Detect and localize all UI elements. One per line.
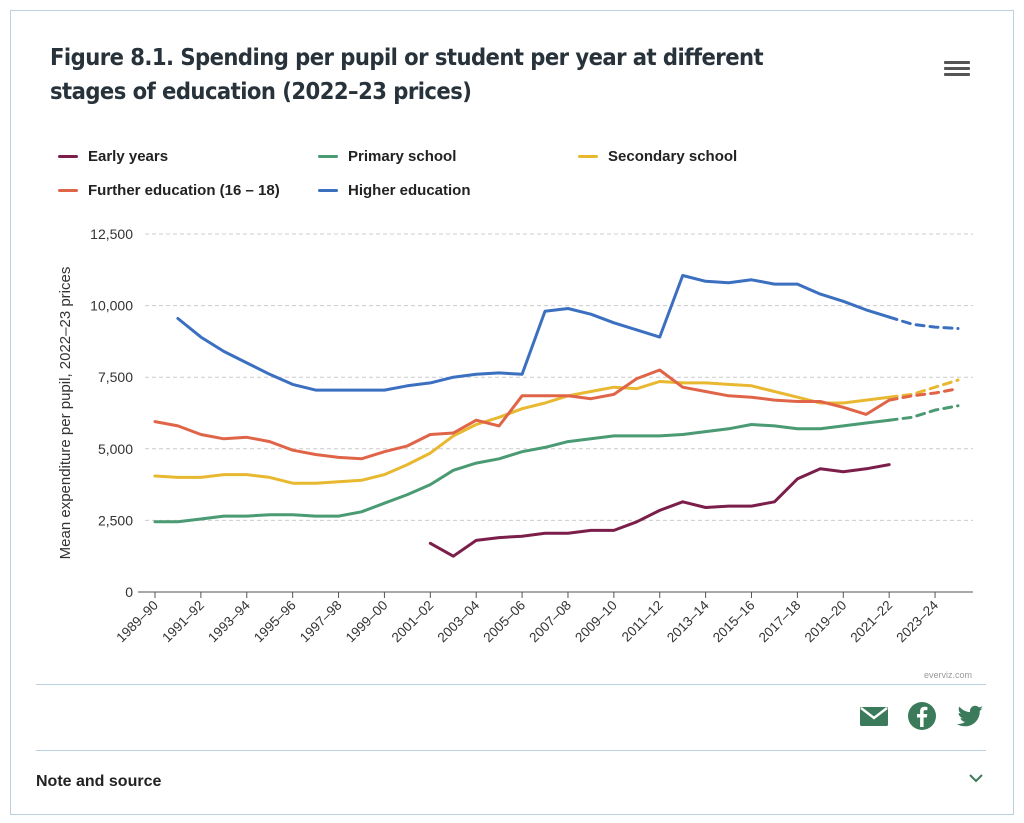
series-projection-higher-education (887, 315, 960, 330)
chart-credit: everviz.com (924, 670, 972, 680)
x-tick-label: 1997–98 (297, 598, 345, 646)
series-line-early-years (428, 463, 891, 558)
chart-legend: Early years Primary school Secondary sch… (48, 143, 828, 213)
figure-title: Figure 8.1. Spending per pupil or studen… (50, 45, 764, 105)
y-axis-label: Mean expenditure per pupil, 2022–23 pric… (57, 267, 74, 560)
x-tick-label: 1989–90 (113, 598, 161, 646)
y-tick-label: 7,500 (98, 369, 133, 385)
x-tick-label: 2021–22 (848, 598, 896, 646)
x-tick-label: 2003–04 (435, 597, 483, 645)
legend-item-primary-school[interactable]: Primary school (318, 148, 456, 165)
x-tick-label: 2015–16 (710, 598, 758, 646)
series-line-higher-education (176, 274, 891, 392)
x-tick-label: 2017–18 (756, 598, 804, 646)
y-tick-label: 12,500 (90, 226, 133, 242)
legend-item-early-years[interactable]: Early years (58, 148, 168, 165)
series-line-primary-school (153, 418, 891, 524)
note-and-source-toggle[interactable]: Note and source (36, 756, 986, 806)
series-projection-primary-school (887, 404, 960, 422)
note-and-source-label: Note and source (36, 773, 162, 790)
chevron-down-icon (969, 774, 983, 783)
y-tick-label: 5,000 (98, 441, 133, 457)
x-tick-label: 2023–24 (893, 597, 941, 645)
legend-swatch (578, 155, 598, 158)
legend-label: Primary school (348, 148, 457, 165)
legend-swatch (58, 155, 78, 158)
legend-item-secondary-school[interactable]: Secondary school (578, 148, 737, 165)
line-chart: 0 2,500 5,000 7,500 10,000 12,500 1989–901991–… (57, 226, 973, 680)
legend-label: Further education (16 – 18) (88, 182, 280, 199)
y-tick-label: 0 (125, 584, 133, 600)
x-tick-label: 1993–94 (205, 597, 253, 645)
twitter-icon[interactable] (954, 700, 986, 732)
series-projection-secondary-school (887, 378, 960, 399)
email-icon[interactable] (858, 700, 890, 732)
x-tick-label: 2019–20 (802, 598, 850, 646)
legend-label: Early years (88, 148, 169, 165)
legend-label: Secondary school (608, 148, 738, 165)
x-tick-label: 1999–00 (343, 598, 391, 646)
x-tick-label: 2005–06 (480, 598, 528, 646)
x-tick-label: 2009–10 (572, 598, 620, 646)
series-projection-further-education-16-18 (887, 387, 960, 402)
x-tick-label: 1991–92 (159, 598, 207, 646)
legend-swatch (318, 189, 338, 192)
y-tick-label: 2,500 (98, 512, 133, 528)
facebook-icon[interactable] (906, 700, 938, 732)
legend-swatch (58, 189, 78, 192)
legend-item-further-education[interactable]: Further education (16 – 18) (58, 182, 280, 199)
legend-swatch (318, 155, 338, 158)
x-tick-label: 2011–12 (619, 598, 666, 645)
series-line-secondary-school (153, 380, 891, 485)
x-tick-label: 2001–02 (389, 598, 437, 646)
y-tick-label: 10,000 (90, 298, 133, 314)
footer-divider-bottom (36, 750, 986, 751)
legend-label: Higher education (348, 182, 471, 199)
x-tick-label: 1995–96 (251, 598, 299, 646)
footer-divider-top (36, 684, 986, 685)
series-line-further-education-16-18 (153, 368, 891, 461)
hamburger-menu-icon[interactable] (944, 58, 970, 82)
x-tick-label: 2007–08 (526, 598, 574, 646)
legend-item-higher-education[interactable]: Higher education (318, 182, 471, 199)
x-tick-label: 2013–14 (664, 597, 712, 645)
